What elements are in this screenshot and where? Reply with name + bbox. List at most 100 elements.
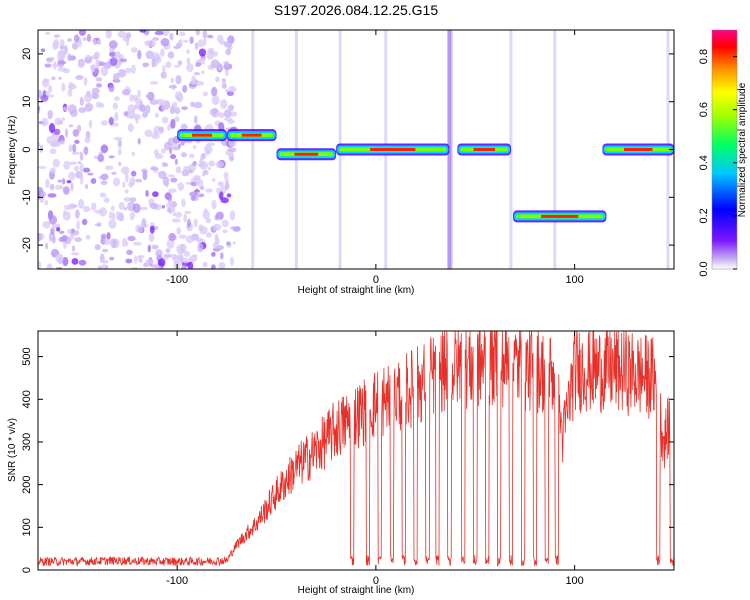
noise-blob [108,40,118,49]
noise-blob [71,258,79,265]
noise-blob [199,186,205,191]
noise-blob [75,209,80,219]
noise-blob [110,238,117,249]
noise-blob [168,232,176,242]
noise-blob [168,85,178,89]
noise-blob [222,78,227,86]
noise-blob [43,78,50,82]
noise-blob [63,186,70,195]
noise-blob [215,76,220,83]
noise-blob [220,252,224,260]
noise-blob [105,30,112,39]
noise-blob [181,198,186,208]
noise-blob [41,117,49,127]
noise-blob [190,101,195,108]
noise-blob [222,229,228,234]
noise-blob [121,89,131,96]
noise-blob [162,64,166,73]
colorbar-tick-label: 0.2 [698,208,710,223]
noise-blob [131,64,136,75]
noise-blob [199,57,206,65]
noise-blob [77,60,84,68]
noise-blob [217,181,224,187]
noise-blob [151,58,156,68]
noise-blob [82,206,91,213]
noise-blob [129,94,134,102]
noise-blob [227,104,235,112]
noise-blob [95,59,100,70]
chart-title: S197.2026.084.12.25.G15 [274,2,438,18]
noise-blob [230,226,235,230]
colorbar-ticks: 0.0 0.2 0.4 0.6 0.8 [698,49,737,277]
noise-blob [53,38,60,49]
noise-blob [92,38,97,46]
noise-blob [56,227,61,232]
noise-blob [40,191,47,198]
noise-blob [212,178,216,183]
noise-blob [46,263,53,269]
noise-blob [229,210,236,221]
spectrogram-plot-area [38,30,674,269]
noise-blob [176,244,184,254]
noise-blob [125,258,133,264]
noise-blob [228,85,237,93]
noise-blob [64,128,69,138]
noise-blob [145,259,154,265]
colorbar-tick-label: 0.0 [698,261,710,276]
noise-blob [211,107,218,115]
noise-blob [183,257,189,264]
noise-blob [48,123,56,133]
y-tick-label: 10 [21,96,33,108]
noise-blob [180,123,188,131]
noise-blob [218,112,225,118]
noise-blob [178,39,183,45]
noise-blob [165,61,172,69]
trace-max [192,133,212,137]
noise-blob [131,151,135,157]
noise-blob [59,45,66,50]
y-tick-label: 0 [21,146,33,152]
noise-blob [187,261,194,269]
noise-blob [199,157,204,168]
noise-blob [45,178,50,189]
noise-blob [71,151,80,155]
noise-blob [185,235,195,244]
noise-blob [63,160,71,170]
noise-blob [170,77,175,83]
noise-blob [79,151,83,157]
noise-blob [161,205,165,209]
noise-blob [161,103,166,112]
noise-blob [48,233,53,242]
noise-blob [100,120,108,126]
noise-blob [188,255,198,262]
noise-blob [126,249,133,255]
noise-blob [122,181,126,189]
noise-blob [210,59,220,68]
noise-blob [175,166,182,174]
y-tick-label: 500 [21,347,33,365]
noise-blob [218,261,226,269]
noise-blob [40,48,46,53]
noise-blob [171,218,181,223]
noise-blob [170,177,178,183]
noise-blob [61,178,66,185]
noise-blob [212,241,219,249]
noise-blob [152,191,159,198]
colorbar-tick-label: 0.6 [698,102,710,117]
noise-blob [109,57,118,66]
noise-blob [76,124,82,133]
noise-blob [177,182,185,191]
noise-blob [195,79,198,83]
noise-blob [77,198,85,209]
noise-blob [62,256,69,267]
noise-blob [49,148,57,155]
x-tick-label: -100 [166,274,188,286]
trace-max [294,152,319,156]
noise-blob [53,34,61,38]
y-tick-label: -10 [21,189,33,205]
noise-blob [139,104,147,112]
noise-blob [187,218,191,228]
noise-blob [55,253,64,264]
noise-blob [79,96,84,106]
